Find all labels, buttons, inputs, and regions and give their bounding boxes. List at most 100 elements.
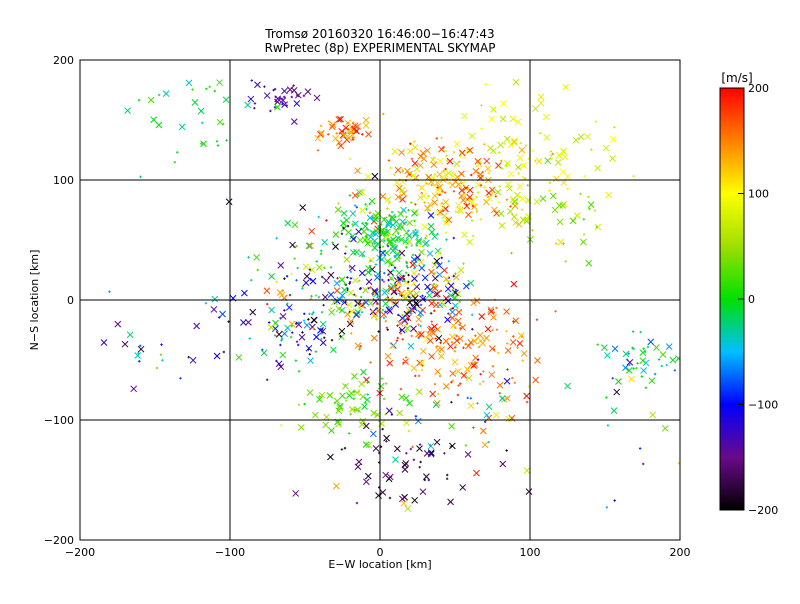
scatter-point (420, 368, 424, 372)
scatter-point (419, 347, 427, 355)
scatter-point (479, 218, 483, 221)
scatter-point (489, 106, 497, 113)
scatter-point (444, 316, 451, 324)
scatter-point (292, 490, 300, 497)
scatter-point (514, 118, 522, 126)
scatter-point (527, 157, 530, 160)
scatter-point (349, 277, 353, 280)
scatter-point (362, 478, 370, 486)
scatter-point (498, 391, 501, 395)
scatter-point (210, 306, 218, 313)
scatter-point (205, 87, 208, 91)
scatter-point (395, 245, 398, 249)
scatter-point (594, 120, 598, 123)
scatter-point (516, 183, 524, 190)
scatter-point (292, 84, 295, 87)
scatter-point (473, 469, 480, 477)
scatter-point (498, 222, 506, 230)
scatter-point (467, 402, 475, 410)
scatter-point (531, 235, 535, 238)
scatter-point (459, 155, 462, 158)
scatter-point (320, 310, 324, 314)
scatter-point (419, 149, 427, 157)
scatter-point (430, 329, 437, 337)
scatter-point (477, 171, 484, 178)
scatter-point (464, 186, 468, 190)
scatter-point (428, 268, 435, 276)
scatter-point (595, 225, 598, 229)
scatter-point (301, 287, 304, 290)
scatter-point (453, 350, 457, 353)
scatter-point (410, 364, 418, 372)
scatter-point (414, 177, 418, 180)
scatter-point (431, 199, 438, 206)
scatter-point (250, 278, 253, 282)
scatter-point (495, 306, 498, 310)
scatter-point (638, 447, 642, 450)
scatter-point (398, 278, 402, 281)
scatter-point (392, 298, 399, 305)
scatter-point (498, 151, 501, 154)
scatter-point (603, 352, 611, 359)
scatter-point (669, 356, 677, 364)
scatter-point (498, 201, 501, 204)
scatter-point (449, 442, 456, 450)
scatter-point (368, 256, 375, 264)
scatter-point (178, 123, 186, 131)
scatter-point (406, 147, 414, 155)
scatter-point (384, 413, 387, 416)
scatter-point (401, 338, 404, 341)
scatter-point (509, 205, 512, 208)
scatter-point (483, 198, 490, 206)
scatter-point (335, 116, 343, 123)
scatter-point (385, 407, 393, 415)
scatter-point (537, 99, 545, 107)
scatter-point (414, 228, 417, 232)
scatter-point (628, 363, 631, 366)
scatter-point (310, 295, 313, 298)
scatter-point (317, 295, 321, 299)
scatter-point (464, 444, 468, 447)
scatter-point (335, 420, 342, 428)
scatter-point (387, 237, 394, 245)
scatter-point (491, 328, 494, 332)
scatter-point (642, 359, 650, 367)
scatter-point (478, 313, 486, 320)
scatter-point (263, 85, 266, 88)
scatter-point (542, 113, 550, 121)
scatter-point (335, 132, 338, 135)
scatter-point (393, 266, 397, 269)
scatter-point (386, 207, 389, 210)
scatter-point (431, 274, 439, 282)
scatter-point (279, 96, 287, 104)
scatter-point (512, 219, 520, 226)
scatter-point (564, 382, 571, 390)
scatter-point (371, 244, 379, 252)
scatter-point (659, 351, 667, 358)
scatter-point (405, 260, 408, 264)
scatter-point (361, 254, 364, 258)
scatter-point (454, 272, 457, 275)
scatter-point (197, 107, 205, 115)
scatter-point (345, 301, 353, 309)
scatter-point (342, 382, 349, 390)
scatter-point (459, 484, 467, 491)
scatter-point (611, 345, 619, 353)
scatter-point (388, 260, 395, 267)
scatter-point (458, 300, 461, 303)
y-axis: −200 −100 0 100 200 (44, 54, 680, 547)
scatter-point (505, 164, 508, 167)
scatter-point (162, 90, 170, 97)
scatter-point (479, 184, 483, 187)
scatter-point (511, 213, 518, 221)
scatter-point (339, 392, 346, 400)
scatter-point (443, 452, 446, 455)
scatter-point (449, 370, 457, 377)
scatter-point (385, 218, 393, 226)
scatter-point (357, 409, 361, 413)
scatter-point (442, 169, 446, 173)
scatter-point (372, 230, 380, 238)
scatter-point (285, 304, 293, 311)
scatter-point (465, 211, 472, 219)
scatter-point (405, 232, 413, 240)
